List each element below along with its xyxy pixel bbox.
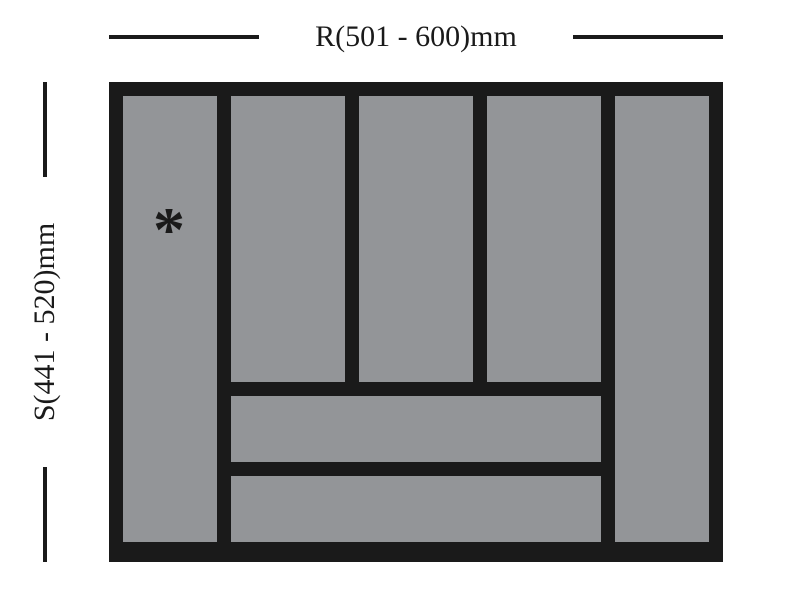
top-dimension-line-right <box>573 35 723 39</box>
slot-mid-top-1 <box>231 96 345 382</box>
tray-middle <box>231 96 601 542</box>
slot-mid-bottom-1 <box>231 396 601 462</box>
tray: * <box>109 82 723 562</box>
tray-middle-top-row <box>231 96 601 382</box>
left-dimension-line-a <box>43 467 47 562</box>
slot-right-tall <box>615 96 709 542</box>
top-dimension: R(501 - 600)mm <box>109 20 723 54</box>
tray-middle-bottom-rows <box>231 396 601 542</box>
slot-mid-top-3 <box>487 96 601 382</box>
asterisk-icon: * <box>153 198 185 262</box>
top-dimension-label: R(501 - 600)mm <box>259 20 573 54</box>
left-dimension-line-b <box>43 82 47 177</box>
slot-left-tall: * <box>123 96 217 542</box>
slot-mid-bottom-2 <box>231 476 601 542</box>
top-dimension-line-left <box>109 35 259 39</box>
left-dimension-label: S(441 - 520)mm <box>28 177 62 467</box>
slot-mid-top-2 <box>359 96 473 382</box>
left-dimension: S(441 - 520)mm <box>28 82 62 562</box>
